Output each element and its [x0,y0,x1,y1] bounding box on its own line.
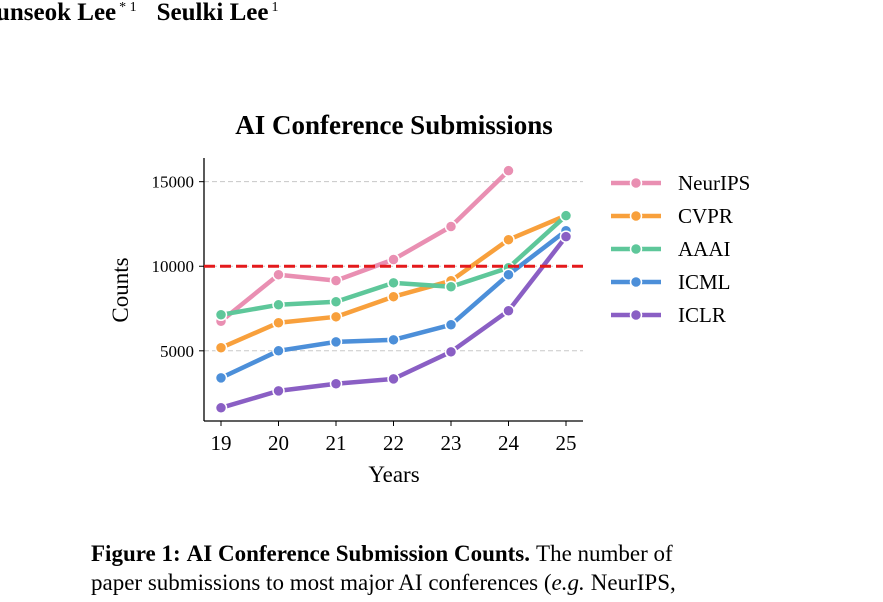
x-tick-label: 20 [268,431,289,455]
legend-label: ICLR [678,303,726,327]
author-mark: 1 [271,0,278,15]
data-point [214,341,228,355]
data-point [559,209,573,222]
y-tick-label: 10000 [152,257,195,276]
data-point [444,345,458,359]
series-line [218,168,511,324]
x-tick-label: 22 [383,431,404,455]
caption-label: Figure 1: [91,541,181,566]
data-point [272,344,285,358]
data-point [559,230,573,243]
data-point [502,164,515,177]
caption-text: e.g. [552,570,585,595]
data-point [329,377,343,391]
legend-marker [629,242,643,256]
data-point [214,401,228,415]
data-point [272,268,285,281]
y-axis-label: Counts [108,257,133,322]
data-point [329,295,343,309]
x-tick-label: 21 [326,431,347,455]
data-point [329,335,343,349]
data-point [387,372,400,386]
data-point [272,316,285,329]
data-point [272,298,285,312]
caption-text: The number of [536,541,673,566]
caption-text: NeurIPS, [591,570,676,595]
legend-marker [629,275,643,289]
legend-label: NeurIPS [678,171,750,195]
data-point [387,290,400,303]
data-point [444,318,458,332]
author-mark: * 1 [119,0,137,15]
data-point [329,310,343,324]
author-name: unseok Lee [0,0,116,26]
legend-label: CVPR [678,204,733,228]
author-name: Seulki Lee [157,0,269,26]
caption-line: Figure 1: AI Conference Submission Counts… [91,541,673,566]
authors: unseok Lee * 1 Seulki Lee 1 [0,0,278,26]
y-tick-label: 15000 [152,173,195,192]
data-point [272,384,285,398]
data-point [387,276,400,290]
data-point [502,233,515,246]
plot: 5000 10000 15000 19 20 21 22 23 24 25 NeurIPS CVPR A… [152,158,750,455]
y-tick-label: 5000 [160,342,194,361]
legend-marker [629,308,643,322]
data-point [502,268,515,281]
legend-label: AAAI [678,237,731,261]
legend-marker [629,176,643,190]
legend-marker [629,209,643,223]
x-tick-label: 19 [211,431,232,455]
caption-text: paper submissions to most major AI confe… [91,570,552,595]
caption-line: paper submissions to most major AI confe… [91,570,676,595]
chart-title: AI Conference Submissions [235,110,553,140]
data-point [444,220,458,233]
x-tick-label: 25 [556,431,577,455]
data-point [444,280,458,293]
data-point [214,308,228,322]
data-point [387,253,400,266]
data-point [329,274,343,287]
data-point [502,304,515,317]
legend-label: ICML [678,270,731,294]
data-point [214,371,228,385]
data-point [387,333,400,347]
x-tick-label: 24 [498,431,520,455]
caption-title: AI Conference Submission Counts. [187,541,530,566]
x-tick-label: 23 [441,431,462,455]
x-axis-label: Years [368,462,419,487]
